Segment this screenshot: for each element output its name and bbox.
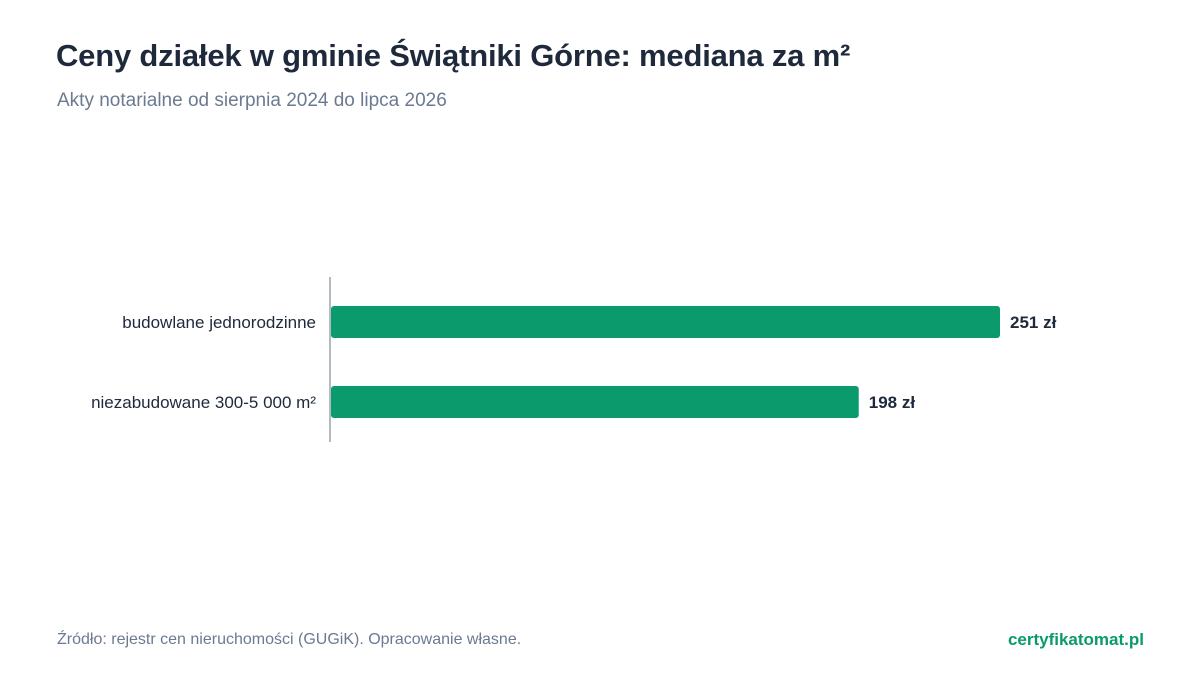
chart-title: Ceny działek w gminie Świątniki Górne: m… xyxy=(56,38,851,73)
value-label: 251 zł xyxy=(1010,313,1057,332)
category-label: budowlane jednorodzinne xyxy=(122,313,316,332)
bar xyxy=(331,306,1000,338)
brand-link[interactable]: certyfikatomat.pl xyxy=(1007,630,1144,649)
value-label: 198 zł xyxy=(869,393,916,412)
chart-subtitle: Akty notarialne od sierpnia 2024 do lipc… xyxy=(57,90,447,111)
source-note: Źródło: rejestr cen nieruchomości (GUGiK… xyxy=(57,631,522,648)
category-label: niezabudowane 300-5 000 m² xyxy=(91,393,316,412)
bar xyxy=(331,386,859,418)
bars-layer: budowlane jednorodzinne 251 zł niezabudowa… xyxy=(91,306,1057,418)
